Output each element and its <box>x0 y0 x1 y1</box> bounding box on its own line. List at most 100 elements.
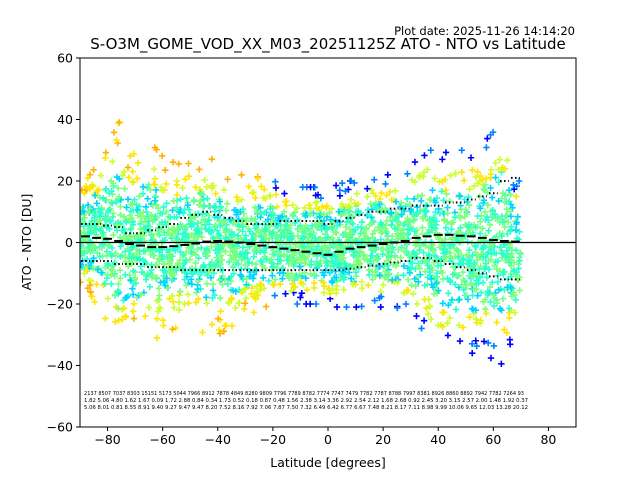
data-point <box>373 256 380 263</box>
data-point <box>203 280 211 287</box>
data-point <box>422 242 429 250</box>
data-point <box>439 323 446 330</box>
data-point <box>267 193 274 200</box>
data-point <box>421 152 428 159</box>
data-point <box>282 222 289 230</box>
data-point <box>193 289 200 296</box>
data-point <box>183 282 190 289</box>
data-point <box>255 227 263 235</box>
data-point <box>498 249 505 257</box>
data-point <box>432 208 439 216</box>
data-point <box>441 217 448 224</box>
data-point <box>484 201 491 209</box>
data-point <box>238 196 245 204</box>
data-point <box>311 184 318 191</box>
data-point <box>437 267 445 275</box>
data-point <box>124 245 132 252</box>
data-point <box>411 158 419 166</box>
data-point <box>250 253 258 261</box>
data-point <box>208 243 215 250</box>
stats-annotation: 2137 8507 7037 8303 15151 5173 5044 7966… <box>84 391 528 411</box>
data-point <box>392 198 400 205</box>
data-point <box>231 206 238 214</box>
data-point <box>101 280 109 287</box>
data-point <box>386 246 394 254</box>
data-point <box>362 233 369 240</box>
data-point <box>466 246 473 254</box>
data-point <box>506 314 513 322</box>
data-point <box>90 166 97 173</box>
data-point <box>221 322 228 330</box>
data-point <box>274 221 282 229</box>
data-point <box>224 200 231 207</box>
data-point <box>383 192 390 199</box>
data-point <box>224 280 232 288</box>
data-point <box>201 202 208 210</box>
data-point <box>416 246 423 254</box>
data-point <box>170 197 177 205</box>
data-point <box>514 213 521 221</box>
data-point <box>102 315 109 322</box>
data-point <box>507 262 515 270</box>
data-point <box>492 258 499 266</box>
data-point <box>169 272 176 280</box>
data-point <box>389 276 396 284</box>
data-point <box>484 291 491 298</box>
data-point <box>269 281 277 288</box>
data-point <box>136 193 143 200</box>
data-point <box>458 168 465 176</box>
data-point <box>271 251 278 258</box>
data-point <box>421 208 429 215</box>
data-point <box>184 291 192 298</box>
x-tick-label: 80 <box>540 432 556 447</box>
data-point <box>280 251 288 258</box>
data-point <box>243 281 250 288</box>
data-point <box>404 287 412 294</box>
data-point <box>301 243 308 250</box>
data-point <box>345 232 352 240</box>
data-point <box>97 209 104 216</box>
data-point <box>372 271 380 278</box>
data-point <box>120 225 128 233</box>
data-point <box>217 295 224 302</box>
data-point <box>414 193 422 200</box>
data-point <box>279 269 287 277</box>
data-point <box>482 305 489 313</box>
data-point <box>112 318 119 325</box>
x-axis-label: Latitude [degrees] <box>270 455 386 470</box>
data-point <box>451 214 459 221</box>
data-point <box>469 252 476 259</box>
data-point <box>297 259 305 266</box>
x-tick-label: 40 <box>430 432 446 447</box>
data-point <box>307 231 314 238</box>
data-point <box>440 250 447 257</box>
data-point <box>272 184 280 192</box>
data-point <box>472 337 480 344</box>
data-point <box>297 294 304 301</box>
data-point <box>445 301 452 309</box>
data-point <box>161 267 169 275</box>
data-point <box>401 248 408 255</box>
data-point <box>303 253 311 261</box>
data-point <box>494 272 502 279</box>
data-point <box>419 224 426 232</box>
data-point <box>431 252 439 259</box>
data-point <box>132 234 140 241</box>
data-point <box>303 286 310 294</box>
data-point <box>86 185 93 193</box>
data-point <box>410 195 418 203</box>
data-point <box>411 275 418 282</box>
data-point <box>192 259 199 267</box>
data-point <box>351 226 359 234</box>
data-point <box>148 230 155 238</box>
data-point <box>138 218 145 225</box>
data-point <box>192 184 199 191</box>
data-point <box>307 205 314 212</box>
data-point <box>341 231 349 238</box>
data-point <box>447 249 454 257</box>
data-point <box>480 338 488 345</box>
data-point <box>302 212 309 220</box>
data-point <box>261 209 268 216</box>
data-point <box>259 274 267 281</box>
data-point <box>366 212 373 219</box>
